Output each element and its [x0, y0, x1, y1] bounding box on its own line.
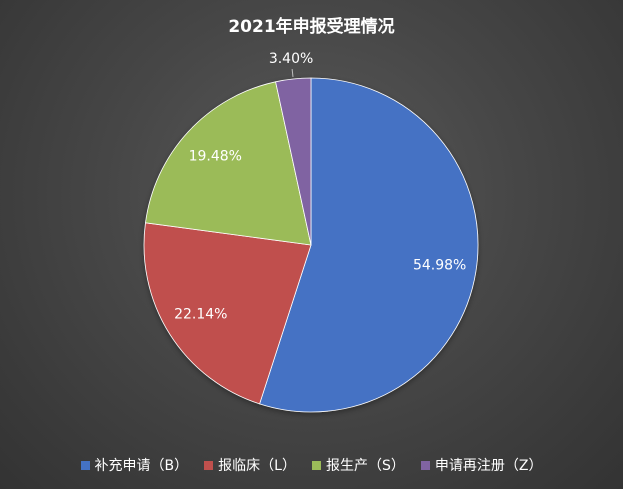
- pie-slice-z: [275, 77, 312, 246]
- legend-item-l: 报临床（L）: [204, 455, 296, 475]
- chart-title: 2021年申报受理情况: [228, 17, 395, 37]
- legend-item-b: 补充申请（B）: [80, 455, 189, 475]
- data-label-l: 22.14%: [174, 306, 227, 322]
- leader-line-z: [291, 68, 294, 78]
- legend-label-z: 申请再注册（Z）: [434, 458, 543, 474]
- legend-label-s: 报生产（S）: [325, 458, 405, 474]
- legend-item-z: 申请再注册（Z）: [420, 455, 543, 475]
- data-label-z: 3.40%: [269, 51, 313, 67]
- pie-slice-b: [259, 77, 479, 413]
- pie-slice-s: [145, 81, 312, 246]
- legend-swatch-s: [311, 460, 321, 470]
- legend-item-s: 报生产（S）: [311, 455, 405, 475]
- legend-label-b: 补充申请（B）: [94, 458, 189, 474]
- pie-slice-l: [143, 222, 312, 405]
- legend: 补充申请（B） 报临床（L） 报生产（S） 申请再注册（Z）: [0, 455, 623, 475]
- data-label-s: 19.48%: [189, 149, 242, 165]
- legend-swatch-z: [420, 460, 430, 470]
- data-label-b: 54.98%: [413, 257, 466, 273]
- legend-swatch-l: [204, 460, 214, 470]
- legend-swatch-b: [80, 460, 90, 470]
- legend-label-l: 报临床（L）: [218, 458, 296, 474]
